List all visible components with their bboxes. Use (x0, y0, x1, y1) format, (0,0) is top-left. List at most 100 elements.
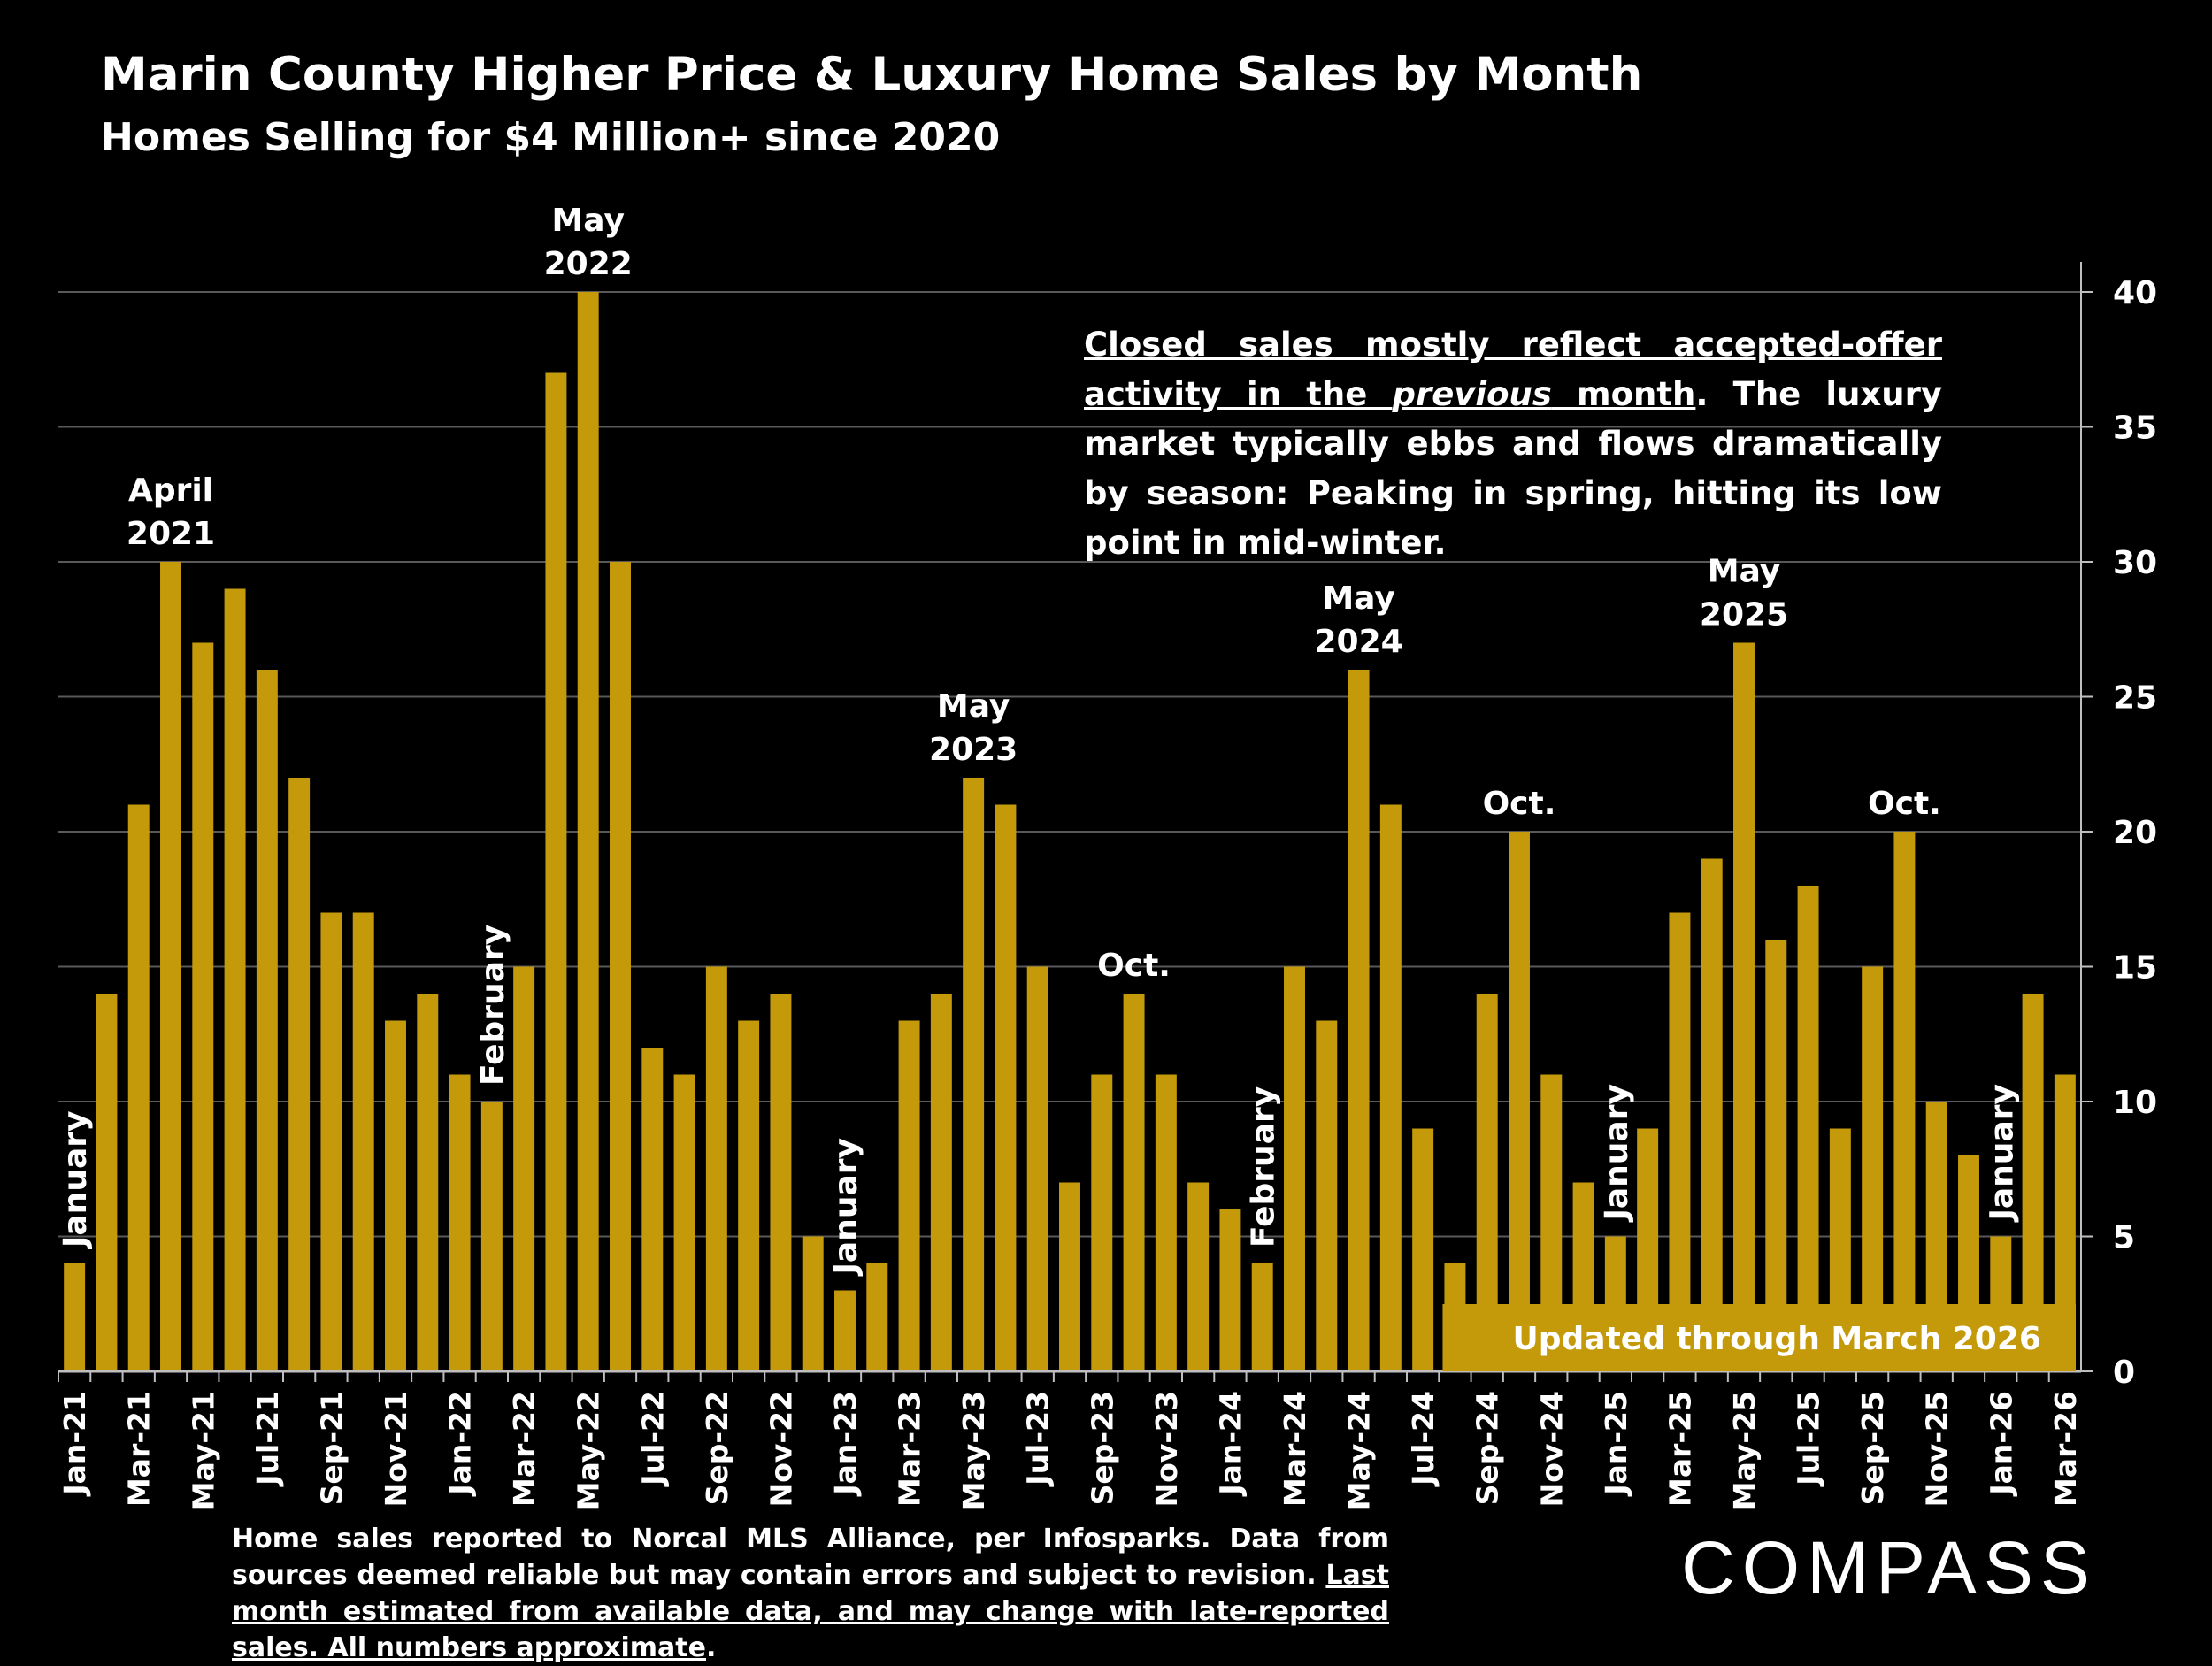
note-underlined-text-end: month (1551, 375, 1696, 413)
x-tick-label: Nov-22 (764, 1391, 798, 1507)
bar (64, 1263, 86, 1371)
explanatory-note: Closed sales mostly reflect accepted-off… (1084, 320, 1942, 568)
bar (1026, 966, 1048, 1371)
bar (192, 642, 214, 1371)
x-tick-label: May-21 (186, 1391, 220, 1510)
bar (898, 1020, 920, 1371)
note-rest-text: . The luxury market typically ebbs and f… (1084, 375, 1943, 562)
bar (1509, 832, 1530, 1371)
y-tick-label: 25 (2113, 680, 2157, 717)
y-tick-label: 20 (2113, 815, 2157, 851)
x-tick-label: Jul-22 (635, 1391, 670, 1487)
bar (224, 588, 246, 1371)
x-tick-label: Nov-21 (379, 1391, 413, 1507)
bar (1348, 670, 1370, 1371)
bar (834, 1290, 856, 1371)
bar (1091, 1074, 1113, 1371)
bar (160, 562, 181, 1371)
x-tick-label: Jan-21 (58, 1391, 92, 1497)
bar (1123, 994, 1145, 1371)
x-tick-label: Nov-24 (1534, 1391, 1569, 1507)
x-tick-label: May-24 (1342, 1391, 1377, 1510)
bar (610, 562, 631, 1371)
bar (96, 994, 118, 1371)
bar (513, 966, 535, 1371)
annotation-label: May (1708, 554, 1780, 590)
x-tick-label: Jul-23 (1021, 1391, 1056, 1487)
bar (1187, 1182, 1210, 1371)
annotation-label: January (58, 1111, 94, 1250)
annotation-label: 2022 (544, 246, 633, 282)
annotation-label: 2021 (127, 516, 215, 552)
bar (385, 1020, 406, 1371)
annotation-label: Oct. (1483, 786, 1556, 822)
x-tick-label: Jan-23 (828, 1391, 863, 1497)
bar (930, 994, 952, 1371)
x-tick-label: Nov-25 (1920, 1391, 1955, 1507)
bar (1669, 912, 1691, 1371)
bar (1059, 1182, 1080, 1371)
x-tick-label: Jul-25 (1792, 1391, 1826, 1487)
x-tick-label: Jul-21 (250, 1391, 285, 1487)
x-tick-label: Mar-25 (1663, 1391, 1697, 1507)
y-tick-label: 0 (2113, 1355, 2135, 1391)
bar (1316, 1020, 1338, 1371)
y-axis-tick-labels: 0 5 10 15 20 25 30 35 40 (2113, 275, 2157, 1391)
update-banner-box (1442, 1304, 2076, 1371)
bar (1251, 1263, 1273, 1371)
x-tick-label: Sep-25 (1855, 1391, 1890, 1505)
x-tick-label: May-22 (572, 1391, 606, 1510)
bar (1284, 966, 1305, 1371)
bar (1893, 832, 1916, 1371)
y-tick-label: 40 (2113, 275, 2157, 311)
x-tick-label: Mar-23 (893, 1391, 927, 1507)
annotation-label: May (1322, 580, 1394, 617)
x-tick-label: Jan-26 (1984, 1391, 2018, 1497)
x-tick-label: Mar-24 (1278, 1391, 1312, 1507)
bar (1925, 1102, 1947, 1371)
bar (802, 1236, 824, 1371)
x-tick-label: Sep-21 (314, 1391, 349, 1505)
bar-annotations: January April 2021 February May 2022 January Ma… (58, 203, 2020, 1278)
x-axis-tick-labels: Jan-21 Mar-21 May-21 Jul-21 Sep-21 Nov-21 Jan-… (58, 1371, 2083, 1510)
bar (1540, 1074, 1563, 1371)
bar (127, 804, 150, 1371)
bar (352, 912, 374, 1371)
chart-subtitle: Homes Selling for $4 Million+ since 2020 (101, 115, 1001, 160)
bar (995, 804, 1017, 1371)
x-tick-label: Mar-26 (2048, 1391, 2083, 1507)
bar (770, 994, 792, 1371)
bar (577, 292, 599, 1371)
bar (738, 1020, 760, 1371)
bar-series (64, 292, 2076, 1371)
note-underlined-text: Closed sales mostly reflect accepted-off… (1084, 326, 1942, 413)
annotation-label: January (1599, 1084, 1635, 1223)
chart-title: Marin County Higher Price & Luxury Home … (101, 48, 1643, 102)
annotation-label: April (128, 472, 213, 509)
footnote-estimate-text: Last month estimated from available data… (232, 1560, 1389, 1663)
y-tick-label: 15 (2113, 950, 2157, 987)
bar (1733, 642, 1755, 1371)
bar (1379, 804, 1402, 1371)
x-tick-label: Jan-25 (1599, 1391, 1633, 1497)
bar (320, 912, 342, 1371)
compass-logo: COMPASS (1681, 1526, 2097, 1609)
x-tick-label: Sep-22 (700, 1391, 734, 1505)
annotation-label: Oct. (1097, 948, 1171, 984)
x-tick-label: Nov-23 (1149, 1391, 1184, 1507)
annotation-label: January (828, 1138, 864, 1277)
bar (1219, 1209, 1241, 1371)
bar (1412, 1128, 1434, 1371)
x-tick-label: Jan-22 (443, 1391, 478, 1497)
footnote-source-text: Home sales reported to Norcal MLS Allian… (232, 1524, 1389, 1591)
x-tick-label: May-23 (956, 1391, 991, 1510)
x-tick-label: Jul-24 (1406, 1391, 1440, 1487)
bar (449, 1074, 471, 1371)
y-tick-label: 10 (2113, 1085, 2157, 1121)
annotation-label: February (1246, 1086, 1282, 1248)
bar (641, 1048, 664, 1371)
update-banner-text: Updated through March 2026 (1513, 1321, 2041, 1357)
bar (673, 1074, 695, 1371)
bar (1797, 886, 1819, 1371)
